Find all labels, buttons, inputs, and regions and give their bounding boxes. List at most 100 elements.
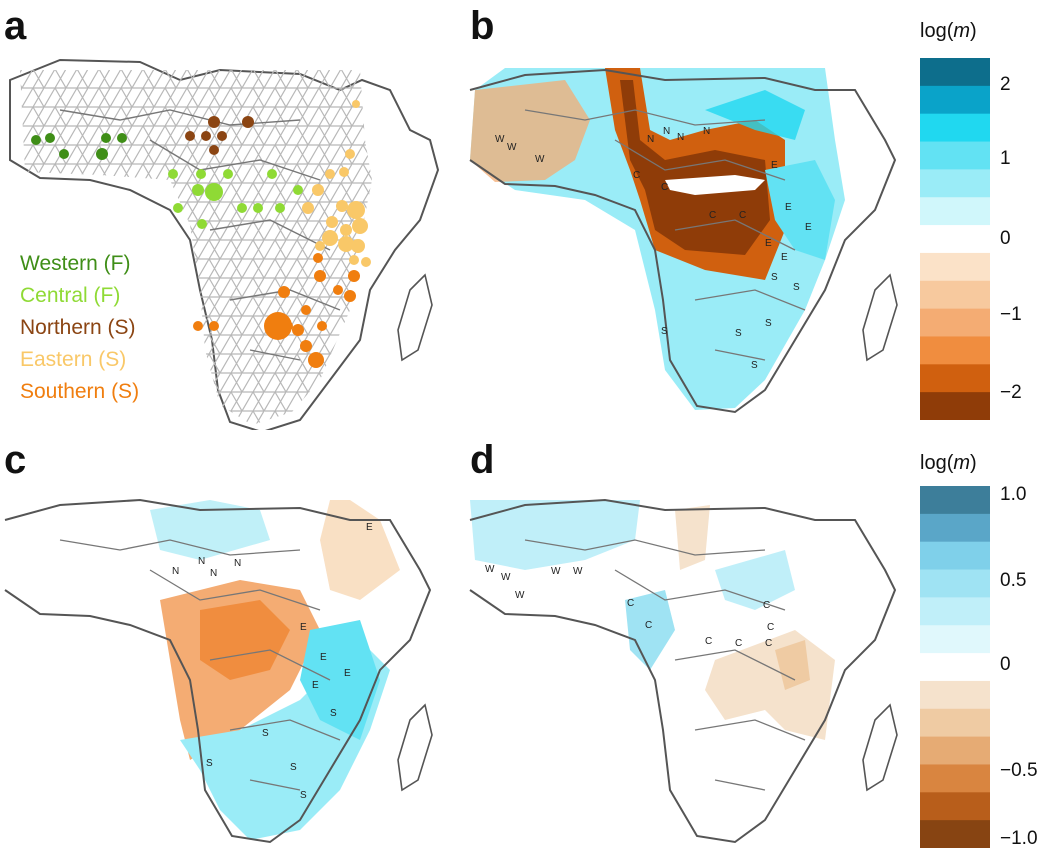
colorbar-top-swatch-9 [920, 308, 990, 337]
colorbar-top-tick-m2: −2 [1000, 382, 1022, 403]
legend-southern: Southern (S) [20, 380, 140, 403]
legend-northern: Northern (S) [20, 316, 136, 339]
label-e-c4: E [344, 668, 351, 679]
panel-letter-b: b [470, 4, 495, 48]
colorbar-top-swatch-12 [920, 392, 990, 420]
colorbar-bottom-swatch-5 [920, 625, 990, 654]
label-w-d3: W [515, 590, 525, 601]
northern-samples [185, 116, 254, 155]
label-s-b4: S [735, 328, 742, 339]
colorbar-bottom-tick-05: 0.5 [1000, 570, 1027, 591]
panel-letter-c: c [4, 438, 27, 482]
africa-coastline-d [469, 498, 897, 844]
colorbar-bottom-swatch-9 [920, 736, 990, 765]
southern-samples [193, 253, 360, 368]
label-e-b4: E [765, 238, 772, 249]
panel-a-map [9, 58, 440, 430]
legend-central: Central (F) [20, 284, 121, 307]
label-n-c1: N [172, 566, 179, 577]
colorbar-top-swatch-8 [920, 280, 990, 310]
colorbar-bottom-swatch-1 [920, 513, 990, 543]
label-e-c1: E [366, 522, 373, 533]
colorbar-bottom-swatch-7 [920, 680, 990, 710]
colorbar-bottom-title: log(m) [920, 452, 977, 474]
label-c-b4: C [739, 210, 746, 221]
africa-coastline-b [469, 68, 897, 414]
colorbar-top-swatch-5 [920, 197, 990, 226]
colorbar-bottom-swatch-4 [920, 597, 990, 626]
colorbar-bottom-swatch-11 [920, 792, 990, 821]
colorbar-bottom-swatch-8 [920, 708, 990, 738]
colorbar-top-tick-0: 0 [1000, 228, 1011, 249]
madagascar-shape [397, 273, 433, 362]
label-e-c3: E [320, 652, 327, 663]
label-c-d4: C [735, 638, 742, 649]
colorbar-top-tick-1: 1 [1000, 148, 1011, 169]
panel-d-map: W W W W W C C C C C C C [469, 498, 898, 844]
label-c-b3: C [709, 210, 716, 221]
colorbar-top-swatch-7 [920, 252, 990, 282]
panel-letter-d: d [470, 438, 495, 482]
label-s-b5: S [765, 318, 772, 329]
colorbar-bottom-swatch-0 [920, 486, 990, 515]
central-samples [168, 169, 303, 229]
colorbar-top-swatch-0 [920, 58, 990, 87]
colorbar-top-swatch-6 [920, 225, 990, 254]
legend-western: Western (F) [20, 252, 131, 275]
colorbar-top-swatch-11 [920, 364, 990, 393]
colorbar-top-swatch-4 [920, 169, 990, 198]
colorbar-bottom-tick-1: 1.0 [1000, 484, 1027, 505]
label-s-b1: S [771, 272, 778, 283]
eastern-samples [302, 100, 371, 267]
label-c-d2: C [645, 620, 652, 631]
label-n-c3: N [210, 568, 217, 579]
panel-c-map: N N N N E E E E E S S S S S [4, 498, 433, 844]
label-s-b6: S [751, 360, 758, 371]
label-n-b3: N [677, 132, 684, 143]
label-s-c4: S [290, 762, 297, 773]
label-w-d4: W [551, 566, 561, 577]
colorbar-top-swatch-1 [920, 85, 990, 115]
label-e-b1: E [771, 160, 778, 171]
label-s-b3: S [661, 326, 668, 337]
colorbar-bottom-tick-0: 0 [1000, 654, 1011, 675]
label-n-c2: N [198, 556, 205, 567]
label-e-c2: E [300, 622, 307, 633]
label-s-c1: S [330, 708, 337, 719]
colorbar-top-tick-m1: −1 [1000, 304, 1022, 325]
colorbar-top-swatch-2 [920, 113, 990, 143]
label-e-b5: E [781, 252, 788, 263]
colorbar-top-tick-2: 2 [1000, 74, 1011, 95]
colorbar-top-title: log(m) [920, 20, 977, 42]
label-c-b1: C [633, 170, 640, 181]
label-c-d5: C [763, 600, 770, 611]
label-n-b2: N [663, 126, 670, 137]
panel-b-map: W W W N N N N C C C C E E E E E S S S S … [469, 68, 898, 414]
label-n-c4: N [234, 558, 241, 569]
colorbar-top-swatch-3 [920, 141, 990, 170]
label-n-b1: N [647, 134, 654, 145]
colorbar-bottom [920, 486, 990, 848]
label-s-c2: S [262, 728, 269, 739]
label-w-b3: W [535, 154, 545, 165]
label-c-b2: C [661, 182, 668, 193]
panel-letter-a: a [4, 4, 27, 48]
colorbar-bottom-tick-m05: −0.5 [1000, 760, 1038, 781]
label-e-b2: E [785, 202, 792, 213]
label-s-c5: S [300, 790, 307, 801]
colorbar-bottom-swatch-12 [920, 820, 990, 848]
label-w-d5: W [573, 566, 583, 577]
label-c-d6: C [767, 622, 774, 633]
label-s-c3: S [206, 758, 213, 769]
label-w-b1: W [495, 134, 505, 145]
label-n-b4: N [703, 126, 710, 137]
colorbar-top-swatch-10 [920, 336, 990, 365]
western-samples [31, 133, 127, 160]
label-w-d1: W [485, 564, 495, 575]
colorbar-bottom-swatch-10 [920, 764, 990, 793]
colorbar-bottom-tick-m1: −1.0 [1000, 828, 1038, 849]
label-c-d1: C [627, 598, 634, 609]
africa-coastline-c [4, 498, 432, 844]
colorbar-bottom-swatch-2 [920, 541, 990, 571]
label-e-b3: E [805, 222, 812, 233]
